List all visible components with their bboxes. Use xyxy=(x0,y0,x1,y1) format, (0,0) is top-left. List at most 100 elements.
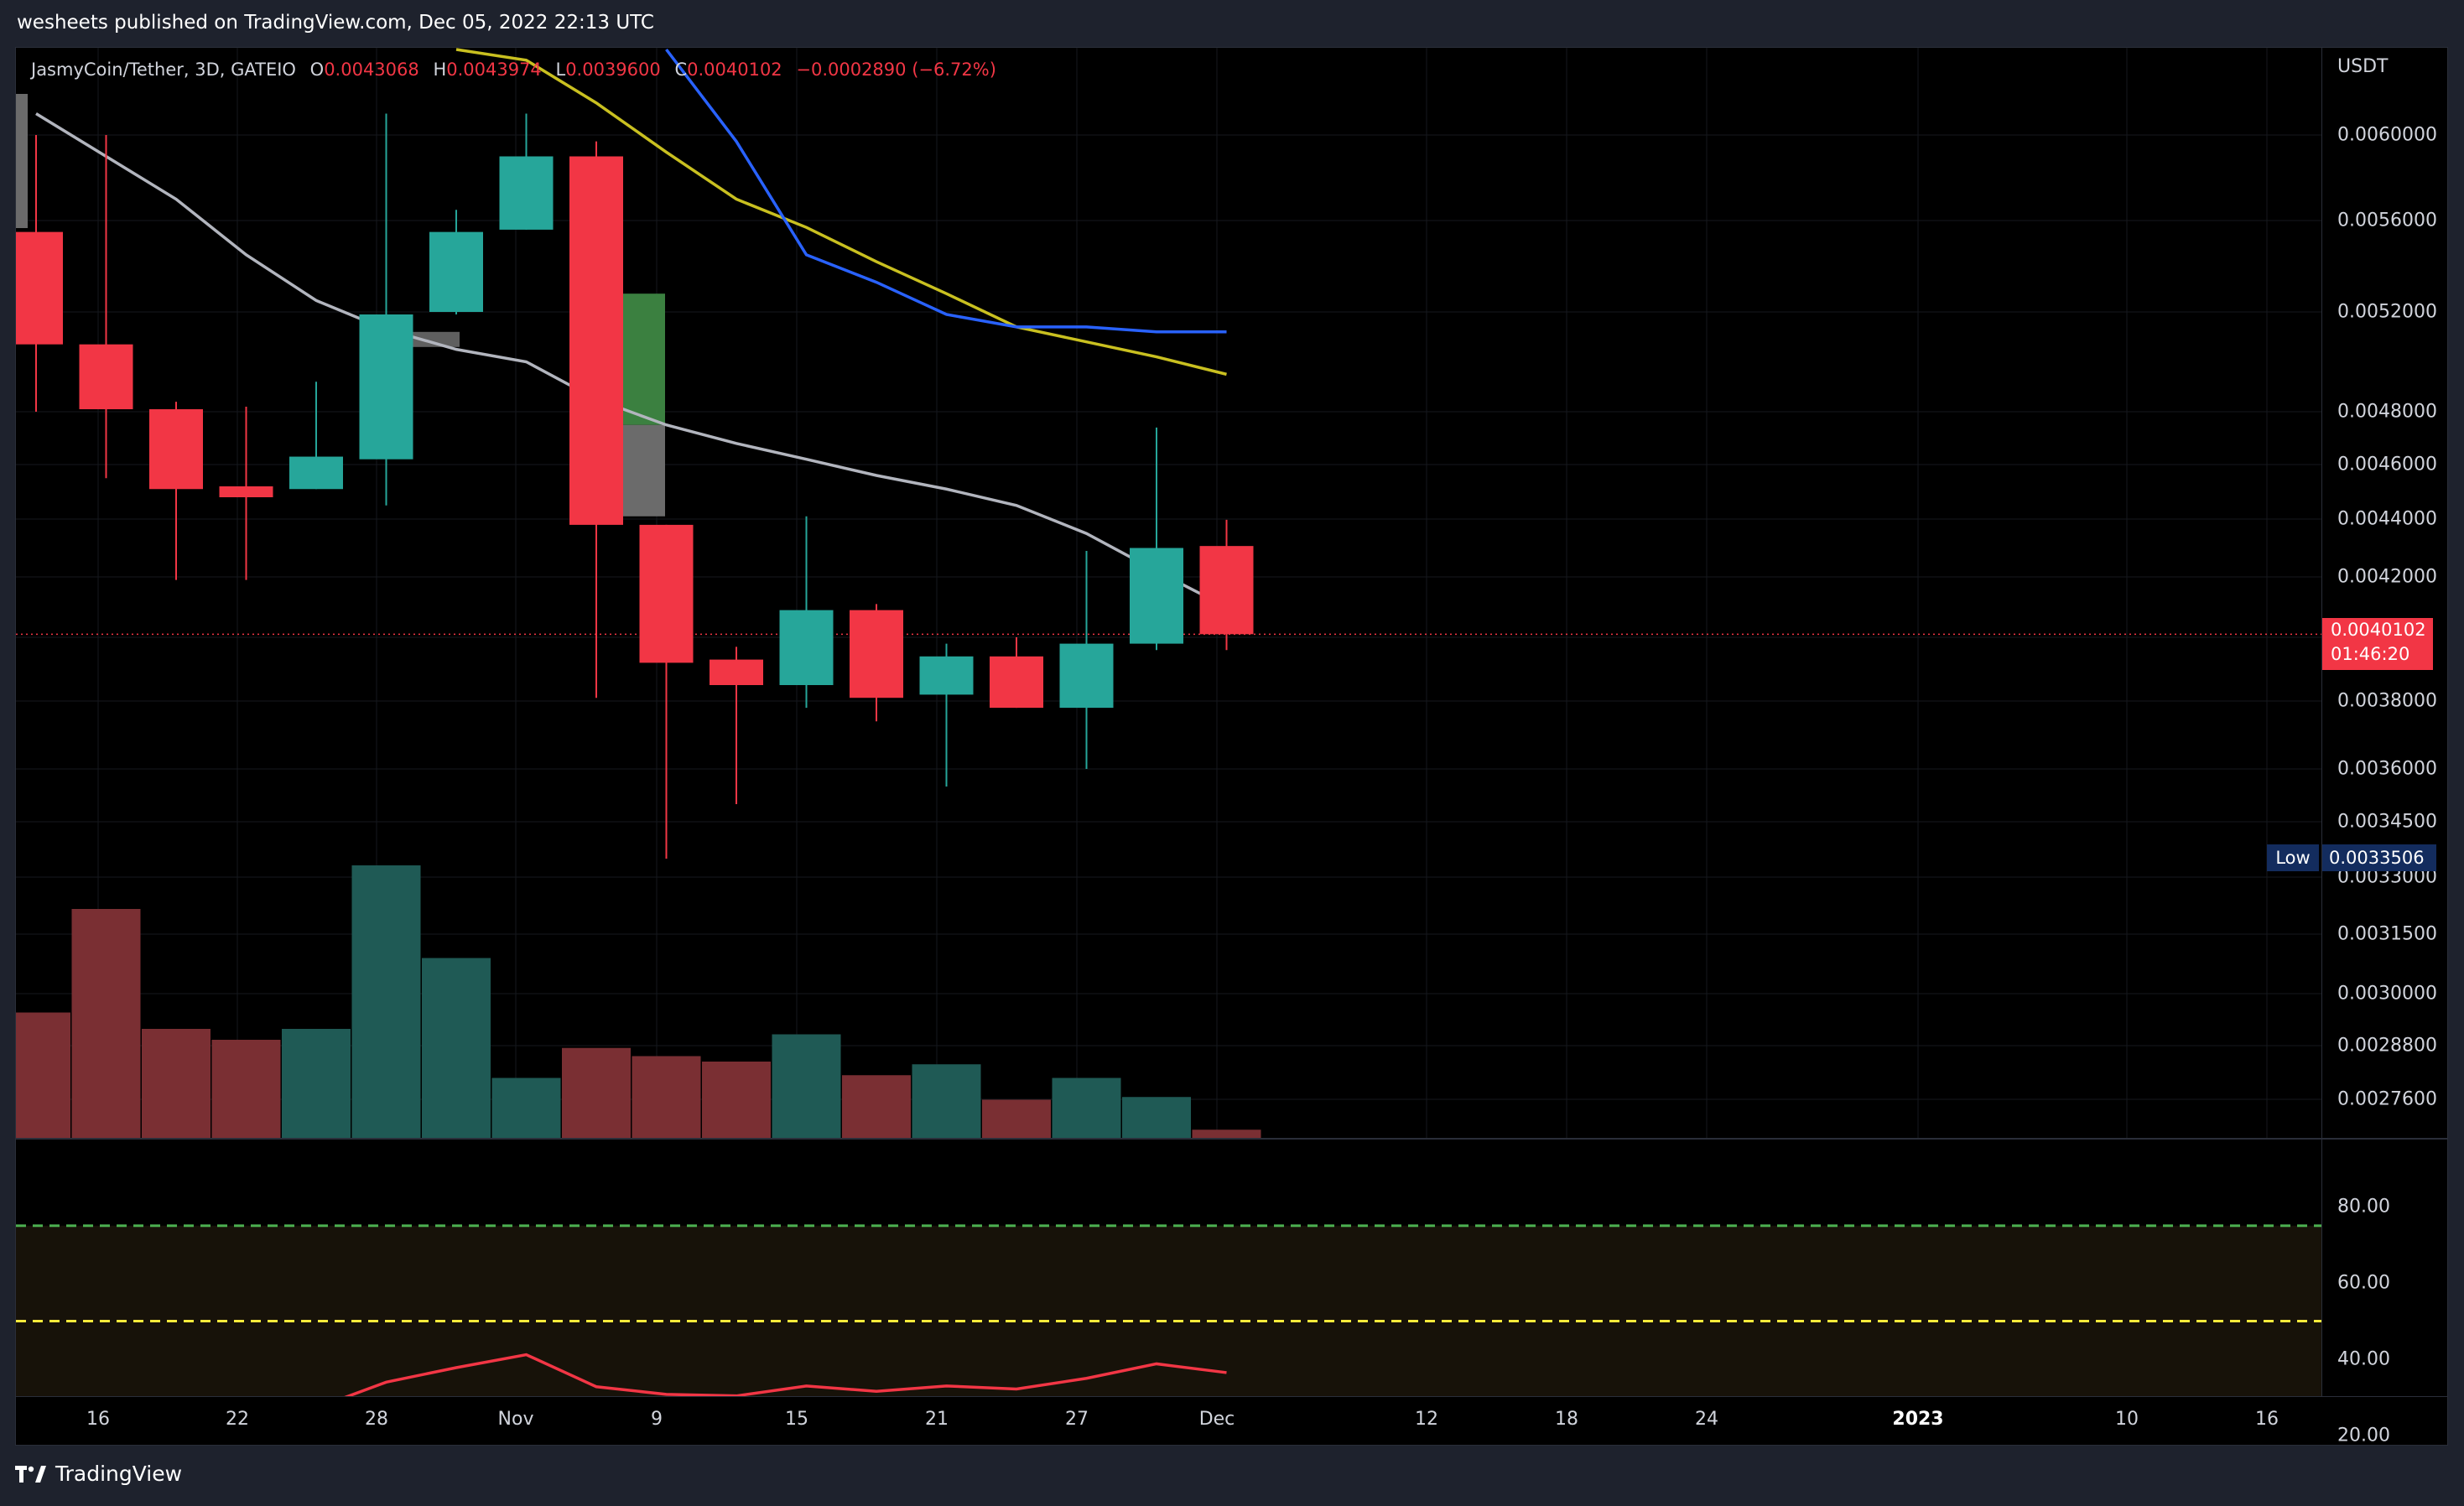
candle-body xyxy=(919,656,974,695)
candle-body xyxy=(149,409,203,490)
low-tag: Low xyxy=(2267,844,2319,871)
time-tick-year: 2023 xyxy=(1892,1409,1944,1430)
price-tick: 0.0031500 xyxy=(2337,923,2437,945)
moving-average-yellow xyxy=(455,48,1227,376)
time-tick: Dec xyxy=(1198,1409,1235,1430)
price-tick: 0.0036000 xyxy=(2337,758,2437,780)
zone-box xyxy=(16,94,28,228)
price-tick: 0.0048000 xyxy=(2337,401,2437,423)
time-tick: 18 xyxy=(1555,1409,1578,1430)
pane-separator[interactable] xyxy=(16,1138,2447,1140)
volume-bar xyxy=(562,1047,631,1138)
candle-body xyxy=(990,656,1043,709)
candle-body xyxy=(710,659,763,685)
time-tick: 21 xyxy=(925,1409,949,1430)
volume-bar xyxy=(702,1062,771,1138)
price-tick: 0.0042000 xyxy=(2337,566,2437,588)
volume-bar xyxy=(1122,1097,1191,1138)
last-price-value: 0.0040102 xyxy=(2331,620,2426,640)
candle-body xyxy=(1199,546,1254,635)
volume-bar xyxy=(1192,1130,1261,1138)
time-tick: 16 xyxy=(86,1409,110,1430)
open-value: 0.0043068 xyxy=(324,60,419,80)
time-tick: 27 xyxy=(1065,1409,1089,1430)
price-tick: 0.0052000 xyxy=(2337,301,2437,323)
rsi-tick: 20.00 xyxy=(2337,1425,2390,1446)
price-tick: 0.0044000 xyxy=(2337,508,2437,530)
symbol-title: JasmyCoin/Tether, 3D, GATEIO xyxy=(31,60,296,80)
volume-bar xyxy=(422,958,491,1138)
candle-body xyxy=(429,231,483,312)
low-value: 0.0039600 xyxy=(565,60,661,80)
time-tick: 12 xyxy=(1415,1409,1438,1430)
moving-average-gray xyxy=(35,112,1228,609)
tradingview-logo-icon xyxy=(15,1466,46,1483)
high-value: 0.0043974 xyxy=(446,60,542,80)
last-price-badge: 0.0040102 01:46:20 xyxy=(2322,618,2433,670)
candle-body xyxy=(1059,643,1114,709)
price-scale[interactable]: USDT 0.0060000 0.0056000 0.0052000 0.004… xyxy=(2321,48,2447,1138)
volume-bar xyxy=(351,865,421,1138)
price-tick: 0.0046000 xyxy=(2337,454,2437,475)
volume-bar xyxy=(71,909,141,1138)
time-axis[interactable]: 16 22 28 Nov 9 15 21 27 Dec 12 18 24 202… xyxy=(16,1396,2447,1445)
open-label: O xyxy=(309,60,325,80)
candle-body xyxy=(499,156,554,230)
volume-bar xyxy=(982,1099,1051,1138)
chart-frame[interactable]: JasmyCoin/Tether, 3D, GATEIO O0.0043068 … xyxy=(15,47,2448,1446)
rsi-pane[interactable] xyxy=(16,1140,2321,1396)
price-chart-svg[interactable] xyxy=(16,48,2321,1138)
candle-body xyxy=(850,610,903,698)
price-tick: 0.0034500 xyxy=(2337,811,2437,833)
change-value: −0.0002890 (−6.72%) xyxy=(796,60,996,80)
time-tick: 15 xyxy=(785,1409,808,1430)
time-tick: 10 xyxy=(2115,1409,2139,1430)
volume-bar xyxy=(211,1040,281,1138)
zone-box xyxy=(408,331,460,347)
candle-body xyxy=(1130,548,1183,644)
rsi-tick: 40.00 xyxy=(2337,1348,2390,1370)
price-tick: 0.0028800 xyxy=(2337,1035,2437,1057)
volume-bar xyxy=(16,1012,70,1138)
volume-bar xyxy=(282,1029,351,1138)
publisher-text: wesheets published on TradingView.com, D… xyxy=(17,12,654,34)
time-tick: Nov xyxy=(497,1409,534,1430)
currency-label: USDT xyxy=(2337,56,2389,77)
rsi-tick: 60.00 xyxy=(2337,1272,2390,1294)
time-tick: 9 xyxy=(651,1409,663,1430)
rsi-band xyxy=(16,1225,2321,1396)
close-label: C xyxy=(674,60,688,80)
price-tick: 0.0038000 xyxy=(2337,690,2437,712)
time-tick: 22 xyxy=(226,1409,249,1430)
price-tick: 0.0027600 xyxy=(2337,1088,2437,1110)
candle-body xyxy=(779,610,834,685)
symbol-legend: JasmyCoin/Tether, 3D, GATEIO O0.0043068 … xyxy=(31,60,996,80)
candle-body xyxy=(16,231,63,345)
publish-header: wesheets published on TradingView.com, D… xyxy=(0,0,2464,45)
volume-bar xyxy=(842,1075,911,1138)
rsi-tick: 80.00 xyxy=(2337,1196,2390,1218)
tradingview-brand: TradingView xyxy=(55,1462,183,1486)
candle-body xyxy=(639,524,694,663)
candle-body xyxy=(569,156,623,525)
low-price-value: 0.0033506 xyxy=(2322,844,2436,871)
price-tick: 0.0060000 xyxy=(2337,124,2437,146)
price-tick: 0.0056000 xyxy=(2337,210,2437,231)
close-value: 0.0040102 xyxy=(687,60,782,80)
volume-bar xyxy=(491,1078,561,1138)
price-pane[interactable]: JasmyCoin/Tether, 3D, GATEIO O0.0043068 … xyxy=(16,48,2321,1138)
price-tick: 0.0030000 xyxy=(2337,983,2437,1005)
candle-body xyxy=(359,314,413,460)
rsi-scale[interactable]: 80.00 60.00 40.00 20.00 xyxy=(2321,1140,2447,1446)
rsi-chart-svg[interactable] xyxy=(16,1140,2321,1396)
high-label: H xyxy=(433,60,447,80)
bar-countdown: 01:46:20 xyxy=(2331,644,2410,664)
time-tick: 28 xyxy=(365,1409,388,1430)
volume-bar xyxy=(142,1029,211,1138)
moving-average-blue xyxy=(665,48,1227,334)
candle-body xyxy=(289,456,343,490)
candle-body xyxy=(79,344,133,410)
volume-bar xyxy=(912,1064,981,1138)
volume-bar xyxy=(1052,1078,1121,1138)
candle-body xyxy=(219,486,273,497)
